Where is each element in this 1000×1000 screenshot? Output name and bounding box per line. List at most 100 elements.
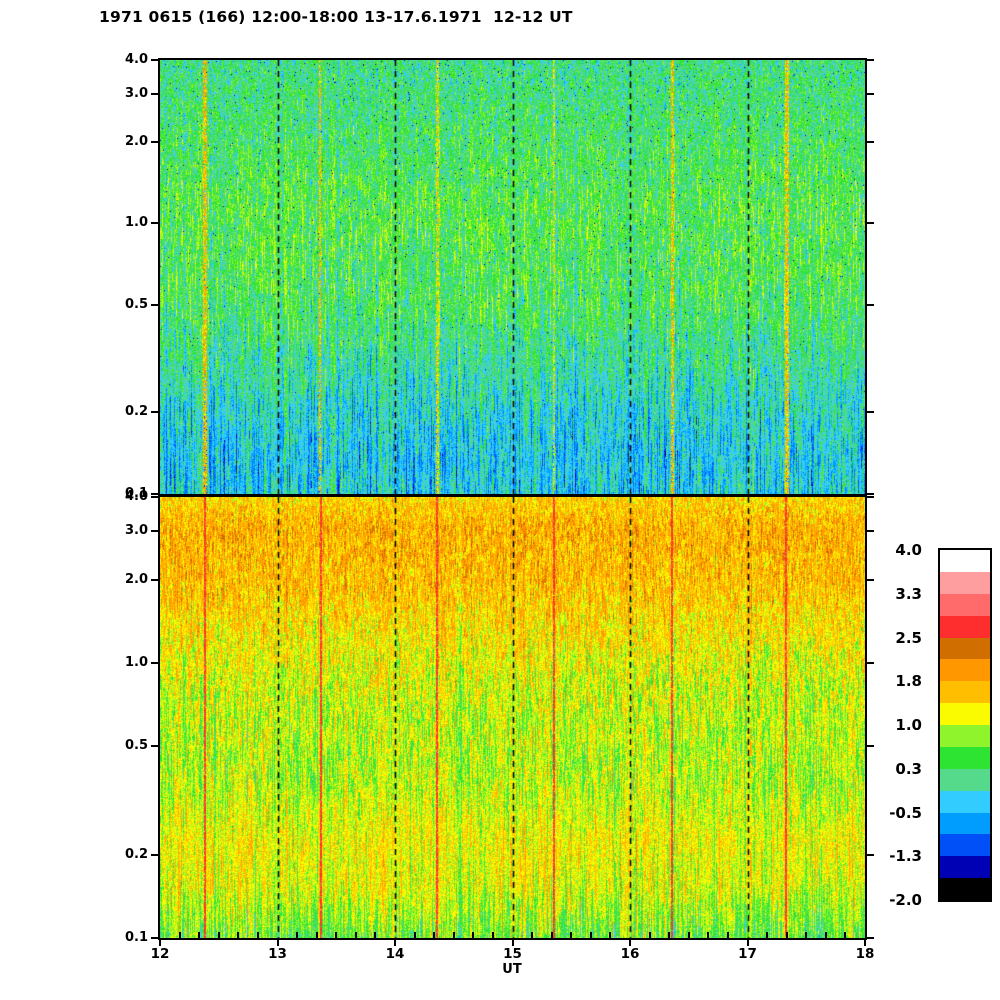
x-tick-label: 16	[620, 946, 640, 962]
x-tick-label: 12	[150, 946, 170, 962]
y-tick-label: 4.0	[124, 489, 148, 504]
colorbar-segment	[940, 746, 990, 769]
y-tick-label: 0.5	[124, 737, 148, 753]
x-axis-minor-tick	[726, 932, 729, 938]
x-axis-minor-tick	[491, 932, 494, 938]
y-axis-tick-left	[151, 222, 160, 225]
colorbar-tick-label: 4.0	[895, 541, 922, 559]
y-tick-label: 2.0	[124, 133, 148, 149]
colorbar-segment	[940, 615, 990, 638]
y-axis-tick-right	[865, 661, 874, 664]
y-axis-tick-right	[865, 59, 874, 61]
y-tick-label: 1.0	[124, 215, 148, 231]
x-axis-minor-tick	[217, 932, 220, 938]
y-axis-tick-right	[865, 854, 874, 857]
x-axis-major-tick	[746, 938, 749, 946]
x-axis-major-tick	[511, 938, 514, 946]
colorbar-tick-label: 1.0	[895, 716, 922, 734]
x-axis-minor-tick	[335, 932, 338, 938]
x-axis-minor-tick	[315, 932, 318, 938]
x-axis-minor-tick	[178, 932, 181, 938]
x-axis-minor-tick	[609, 932, 612, 938]
x-axis-minor-tick	[766, 932, 769, 938]
y-axis-tick-left	[151, 937, 160, 939]
colorbar-tick-label: 2.5	[895, 628, 922, 647]
colorbar-segment	[940, 725, 990, 747]
x-axis-major-tick	[864, 938, 866, 946]
bottom-panel-frame	[158, 495, 867, 940]
y-tick-label: 0.1	[124, 930, 148, 945]
colorbar-segment	[940, 834, 990, 857]
x-axis-minor-tick	[589, 932, 592, 938]
y-axis-tick-right	[865, 937, 874, 939]
colorbar-tick-label: -1.3	[889, 847, 922, 866]
colorbar-tick-label: 0.3	[895, 759, 922, 778]
y-axis-tick-left	[151, 92, 160, 95]
x-axis-major-tick	[629, 938, 631, 946]
y-tick-label: 4.0	[124, 52, 148, 67]
y-tick-label: 0.1	[124, 486, 148, 501]
y-axis-tick-right	[865, 303, 874, 306]
x-tick-label: 18	[855, 946, 875, 962]
x-axis-minor-tick	[198, 932, 201, 938]
x-axis-minor-tick	[237, 932, 240, 938]
page-title: 1971 0615 (166) 12:00-18:00 13-17.6.1971…	[99, 8, 573, 26]
x-tick-label: 15	[503, 946, 522, 962]
y-axis-tick-left	[151, 578, 160, 581]
colorbar-segment	[940, 571, 990, 594]
colorbar	[938, 548, 992, 902]
x-axis-minor-tick	[374, 932, 377, 938]
y-axis-tick-left	[151, 140, 160, 143]
y-axis-tick-right	[865, 496, 874, 498]
x-axis-major-tick	[394, 938, 396, 946]
y-axis-tick-right	[865, 140, 874, 143]
x-axis-minor-tick	[570, 932, 573, 938]
y-axis-tick-left	[151, 59, 160, 61]
colorbar-segment	[940, 550, 990, 572]
spectrogram-bottom-canvas	[160, 497, 865, 938]
x-axis-minor-tick	[805, 932, 808, 938]
colorbar-segment	[940, 856, 990, 879]
x-axis-minor-tick	[844, 932, 847, 938]
y-tick-label: 3.0	[124, 85, 148, 101]
x-axis-minor-tick	[413, 932, 416, 938]
y-tick-label: 3.0	[124, 523, 148, 539]
top-panel-frame	[158, 58, 867, 496]
x-axis-minor-tick	[296, 932, 299, 938]
x-axis-minor-tick	[550, 932, 553, 938]
y-axis-tick-right	[865, 530, 874, 533]
x-axis-minor-tick	[785, 932, 788, 938]
y-tick-label: 1.0	[124, 654, 148, 670]
colorbar-tick-label: -2.0	[889, 891, 922, 909]
spectrogram-top-canvas	[160, 60, 865, 494]
x-axis-minor-tick	[668, 932, 671, 938]
y-axis-tick-left	[151, 496, 160, 498]
x-axis-minor-tick	[687, 932, 690, 938]
x-axis-major-tick	[276, 938, 279, 946]
x-axis-minor-tick	[433, 932, 436, 938]
y-axis-tick-right	[865, 744, 874, 747]
x-axis-major-tick	[159, 938, 161, 946]
colorbar-segment	[940, 878, 990, 900]
colorbar-segment	[940, 593, 990, 616]
y-axis-tick-left	[151, 530, 160, 533]
y-axis-tick-left	[151, 661, 160, 664]
y-tick-label: 0.5	[124, 296, 148, 312]
y-tick-label: 0.2	[124, 847, 148, 863]
colorbar-segment	[940, 659, 990, 682]
colorbar-tick-label: 3.3	[895, 584, 922, 603]
y-tick-label: 0.2	[124, 404, 148, 420]
colorbar-segment	[940, 703, 990, 725]
colorbar-tick-label: -0.5	[889, 803, 922, 822]
x-axis-minor-tick	[472, 932, 475, 938]
y-axis-tick-left	[151, 854, 160, 857]
x-axis-minor-tick	[824, 932, 827, 938]
colorbar-segment	[940, 812, 990, 835]
colorbar-segment	[940, 681, 990, 704]
x-axis-minor-tick	[256, 932, 259, 938]
y-axis-tick-left	[151, 744, 160, 747]
y-axis-tick-right	[865, 222, 874, 225]
colorbar-segment	[940, 637, 990, 660]
x-axis-minor-tick	[531, 932, 534, 938]
